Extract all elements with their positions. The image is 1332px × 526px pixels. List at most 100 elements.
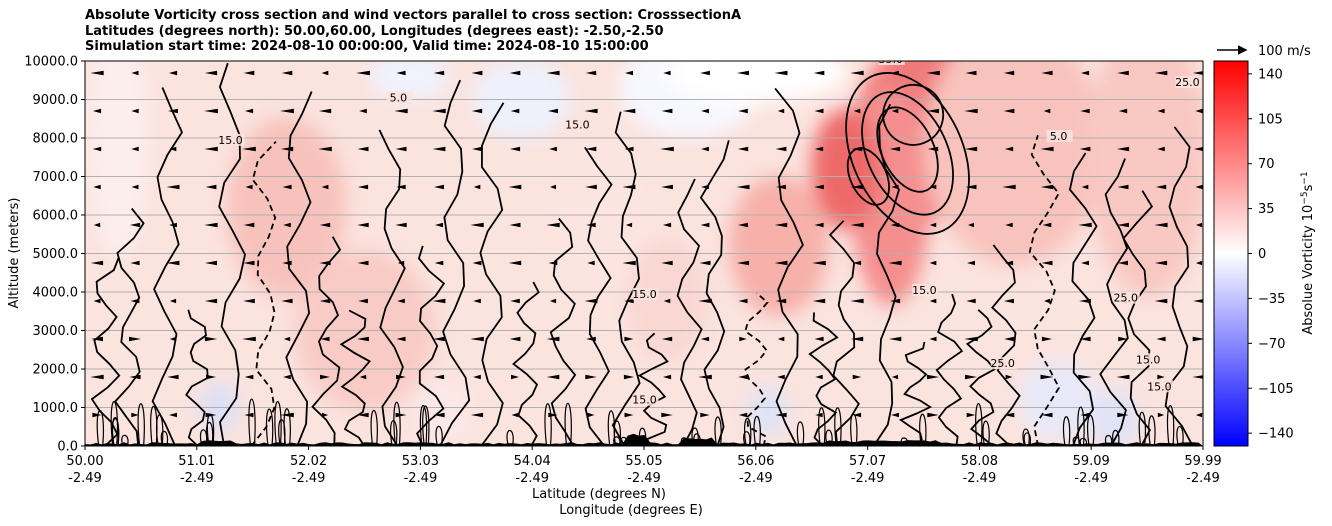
wind-arrow	[775, 412, 787, 418]
wind-arrow	[815, 374, 823, 380]
low-level-contour	[743, 417, 752, 446]
y-axis-label: Altitude (meters)	[7, 198, 22, 309]
contour-label-bg	[1175, 76, 1202, 89]
wind-arrow	[205, 412, 217, 418]
wind-arrow	[624, 298, 634, 304]
wind-arrow	[623, 374, 635, 380]
wind-arrow	[927, 108, 939, 114]
wind-arrow	[929, 222, 937, 228]
contour-line	[744, 292, 769, 446]
wind-arrow	[661, 260, 673, 266]
wind-arrow	[204, 146, 218, 152]
wind-arrow	[929, 260, 937, 266]
wind-arrow	[1081, 260, 1089, 266]
y-tick-label: 0.0	[57, 440, 78, 455]
wind-arrow	[357, 412, 369, 418]
wind-arrow	[1117, 70, 1129, 76]
colorbar-tick-label: −105	[1258, 382, 1294, 397]
wind-arrow	[1005, 374, 1013, 380]
wind-arrow	[585, 70, 597, 76]
x-axis: 50.00 -2.49 51.01 -2.49 52.02 -2.49 53.03 -2.49…	[66, 446, 1222, 486]
low-level-contour	[419, 404, 428, 446]
low-level-contour	[160, 430, 169, 446]
wind-arrow	[736, 260, 750, 266]
wind-arrow	[281, 70, 293, 76]
wind-arrow	[318, 146, 332, 152]
contour-line	[828, 220, 860, 446]
wind-arrow	[964, 336, 978, 342]
wind-arrow	[280, 146, 294, 152]
colorbar-tick-label: 105	[1258, 112, 1283, 127]
low-level-contour	[1148, 415, 1156, 446]
x-tick-label-lon: -2.49	[515, 471, 549, 486]
wind-arrow	[432, 108, 446, 114]
low-level-contour	[818, 407, 826, 446]
wind-arrow	[130, 298, 140, 304]
wind-arrow	[166, 184, 180, 190]
vorticity-blob	[471, 61, 572, 140]
low-level-contour	[121, 434, 129, 446]
wind-arrow	[508, 260, 522, 266]
low-level-contour	[1138, 411, 1146, 446]
wind-arrow	[359, 374, 367, 380]
wind-arrow	[320, 336, 330, 342]
vorticity-contours	[90, 62, 1194, 446]
wind-arrow	[204, 70, 218, 76]
wind-arrow	[283, 222, 291, 228]
contour-label: 15.0	[218, 134, 243, 147]
wind-arrow	[1005, 222, 1013, 228]
wind-arrow	[243, 222, 255, 228]
wind-arrow	[890, 222, 900, 228]
quiver-key-label: 100 m/s	[1258, 44, 1311, 59]
wind-arrow	[129, 374, 141, 380]
y-tick-label: 7000.0	[33, 170, 79, 185]
wind-arrow	[888, 260, 902, 266]
wind-arrow	[661, 412, 673, 418]
colorbar-tick-label: 70	[1258, 157, 1275, 172]
wind-arrow	[622, 108, 636, 114]
wind-arrow	[470, 412, 484, 418]
wind-arrow	[1041, 336, 1053, 342]
contour-label-bg	[912, 284, 939, 296]
wind-arrow	[509, 70, 521, 76]
low-level-contour	[393, 401, 401, 446]
contour-line	[439, 79, 471, 446]
wind-arrow	[738, 298, 748, 304]
wind-arrow	[774, 260, 788, 266]
contour-line	[1028, 134, 1061, 446]
wind-arrow	[321, 70, 329, 76]
wind-arrow	[206, 374, 216, 380]
low-level-contour	[111, 416, 120, 446]
wind-arrow	[814, 146, 824, 152]
contour-label: 15.0	[1147, 380, 1172, 393]
wind-arrow	[283, 374, 291, 380]
low-level-contour	[370, 410, 378, 446]
wind-arrow	[92, 412, 102, 418]
wind-arrow	[737, 146, 749, 152]
low-level-contour	[506, 429, 514, 446]
wind-arrow	[93, 298, 101, 304]
x-tick-label-lat: 55.05	[625, 454, 662, 469]
contour-line	[1164, 126, 1194, 446]
wind-arrow	[395, 222, 407, 228]
wind-arrow	[584, 298, 598, 304]
low-level-contour	[96, 410, 104, 446]
wind-arrow	[1004, 336, 1014, 342]
contour-label: 5.0	[1050, 130, 1068, 143]
wind-arrow	[471, 108, 483, 114]
wind-arrow	[850, 222, 864, 228]
wind-arrow	[1080, 108, 1090, 114]
wind-arrow	[1195, 108, 1203, 114]
contour-label: 15.0	[632, 288, 657, 301]
wind-arrow	[889, 146, 901, 152]
wind-arrow	[1192, 336, 1203, 342]
low-level-contour	[1166, 405, 1175, 446]
colorbar-ticks: 140 105 70 35 0 −35 −70 −105 −140	[1248, 67, 1294, 442]
wind-arrow	[1116, 146, 1130, 152]
contour-label: 25.0	[990, 357, 1015, 370]
colorbar	[1214, 61, 1248, 446]
wind-arrow	[395, 412, 407, 418]
low-level-contour	[753, 415, 761, 446]
wind-arrow	[1195, 222, 1203, 228]
wind-arrow	[357, 184, 369, 190]
